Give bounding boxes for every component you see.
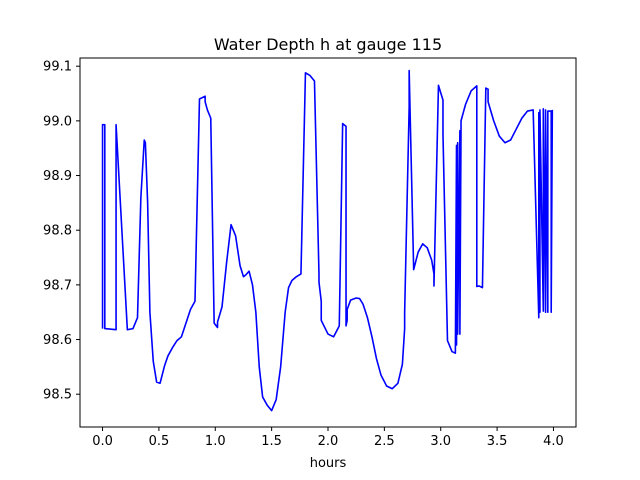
- y-tick-label: 98.5: [43, 388, 72, 403]
- x-axis-label: hours: [310, 456, 347, 471]
- plot-area: [101, 69, 554, 412]
- y-tick-label: 98.7: [43, 278, 72, 293]
- x-tick-label: 3.5: [487, 434, 508, 449]
- series-line-0: [101, 69, 554, 412]
- y-tick-label: 99.0: [43, 114, 72, 129]
- y-tick-label: 98.6: [43, 333, 72, 348]
- chart-title: Water Depth h at gauge 115: [214, 35, 442, 54]
- x-tick-label: 2.0: [318, 434, 339, 449]
- x-tick-label: 0.0: [92, 434, 113, 449]
- x-tick-label: 1.5: [261, 434, 282, 449]
- y-axis-ticks: 98.5 98.6 98.7 98.8 98.9 99.0 99.1: [43, 60, 80, 403]
- x-tick-label: 4.0: [543, 434, 564, 449]
- x-tick-label: 3.0: [430, 434, 451, 449]
- x-tick-label: 2.5: [374, 434, 395, 449]
- x-tick-label: 0.5: [149, 434, 170, 449]
- x-tick-label: 1.0: [205, 434, 226, 449]
- x-axis-ticks: 0.0 0.5 1.0 1.5 2.0 2.5 3.0 3.5 4.0: [92, 427, 564, 449]
- axes-frame: [79, 57, 577, 428]
- y-tick-label: 98.8: [43, 224, 72, 239]
- y-tick-label: 99.1: [43, 60, 72, 75]
- y-tick-label: 98.9: [43, 169, 72, 184]
